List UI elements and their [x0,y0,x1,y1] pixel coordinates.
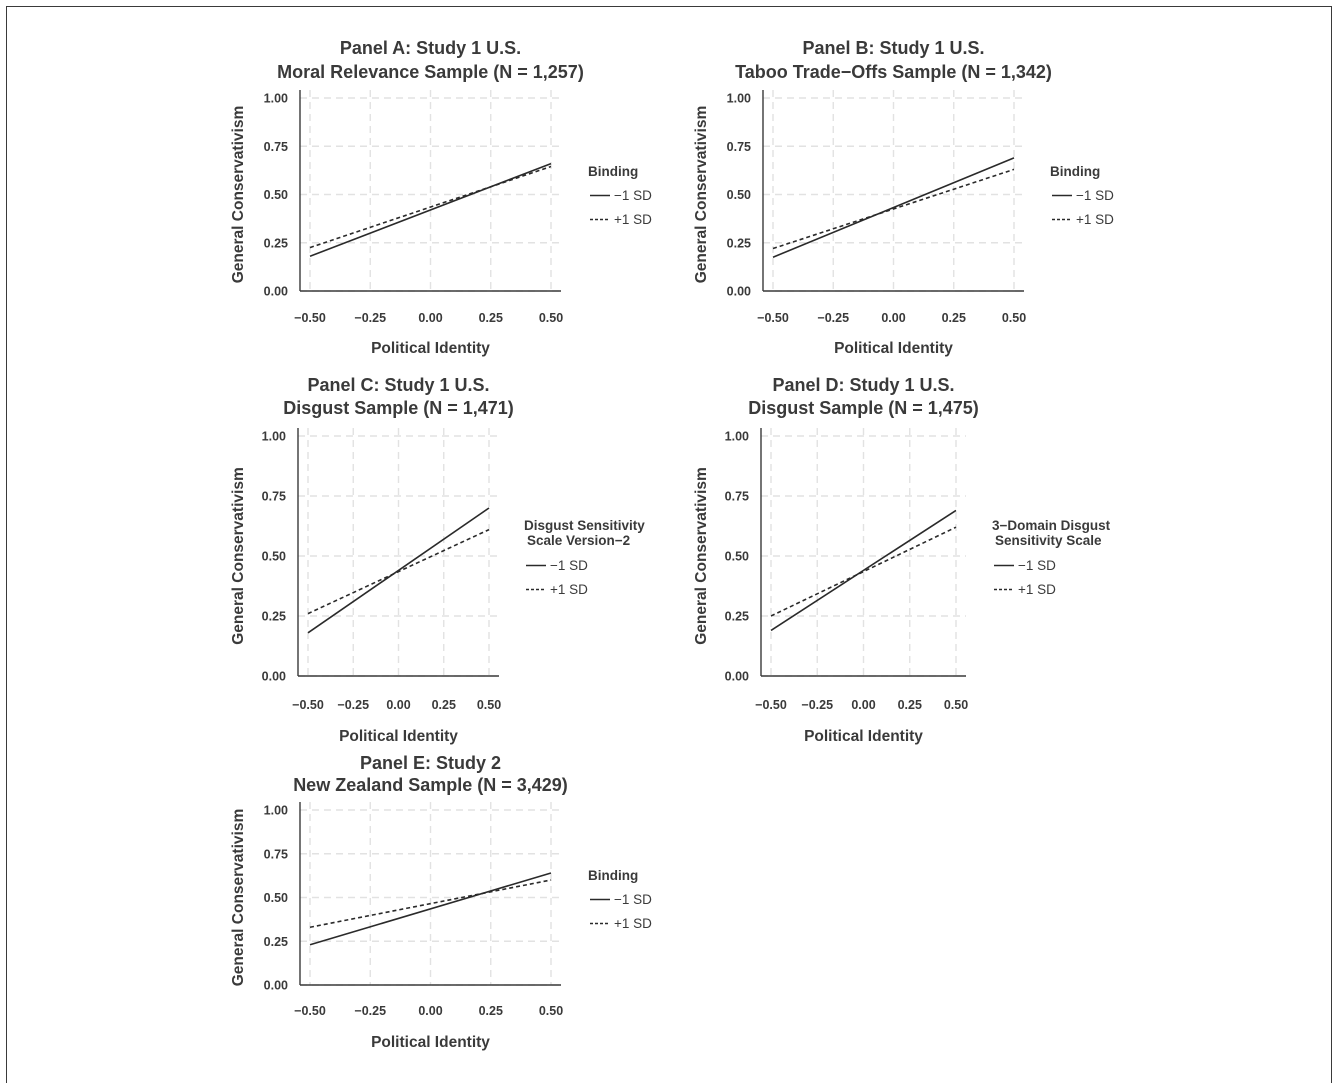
panel-a-legend-label: −1 SD [614,188,652,203]
panel-b-legend-label: +1 SD [1076,212,1114,227]
panel-c-subtitle: Disgust Sample (N = 1,471) [283,398,514,418]
panel-b-xtick-label: −0.50 [757,311,789,325]
panel-b-legend-title: Binding [1050,164,1100,179]
panel-a-series-minus-1sd-line [309,162,552,258]
panel-c-legend-title: Scale Version−2 [527,533,630,548]
panel-e-xtick-label: 0.00 [418,1004,442,1018]
panel-d-xtick-label: −0.25 [801,698,833,712]
panel-d-ytick-label: 0.25 [725,610,749,624]
panel-e-subtitle: New Zealand Sample (N = 3,429) [293,775,568,795]
panel-e-title: Panel E: Study 2 [360,753,501,773]
panel-e-xtick-label: 0.50 [539,1004,563,1018]
panel-c-xtick-label: 0.00 [386,698,410,712]
panel-b-xtick-label: 0.00 [881,311,905,325]
panel-d-series-minus-1sd-line [770,509,957,632]
panel-d-title: Panel D: Study 1 U.S. [772,375,954,395]
panel-c-ytick-label: 0.75 [262,490,286,504]
panel-b-subtitle: Taboo Trade−Offs Sample (N = 1,342) [735,62,1052,82]
panel-c-xtick-label: −0.50 [292,698,324,712]
panel-b-title: Panel B: Study 1 U.S. [802,38,984,58]
panel-e-ytick-label: 0.75 [264,847,288,861]
panel-e-ytick-label: 0.00 [264,979,288,993]
panel-d-xtick-label: −0.50 [755,698,787,712]
panel-b-ytick-label: 1.00 [727,92,751,106]
panel-b-ytick-label: 0.50 [727,188,751,202]
panel-d-subtitle: Disgust Sample (N = 1,475) [748,398,979,418]
panel-c-legend-title: Disgust Sensitivity [524,518,645,533]
panel-b-ytick-label: 0.00 [727,285,751,299]
panel-a-subtitle: Moral Relevance Sample (N = 1,257) [277,62,584,82]
panel-a-ytick-label: 0.75 [264,140,288,154]
panel-a-title: Panel A: Study 1 U.S. [340,38,521,58]
panel-e-series-minus-1sd-line [309,872,552,946]
panel-d-legend-title: Sensitivity Scale [995,533,1102,548]
panel-b-series-minus-1sd-line [772,157,1015,258]
panel-d-ytick-label: 0.00 [725,670,749,684]
panel-a-xtick-label: −0.25 [354,311,386,325]
panel-a-y-axis-label: General Conservativism [230,106,247,283]
panel-c-xtick-label: 0.25 [432,698,456,712]
panel-b-ytick-label: 0.25 [727,236,751,250]
panel-c-ytick-label: 0.25 [262,610,286,624]
panel-a-xtick-label: 0.25 [479,311,503,325]
panel-c-ytick-label: 0.00 [262,670,286,684]
panel-b-xtick-label: 0.25 [942,311,966,325]
panel-e-x-axis-label: Political Identity [371,1034,490,1051]
panel-e-xtick-label: 0.25 [479,1004,503,1018]
panel-e-xtick-label: −0.25 [354,1004,386,1018]
panel-d-series-plus-1sd-line [770,526,957,617]
panel-b-xtick-label: 0.50 [1002,311,1026,325]
panel-d-xtick-label: 0.50 [944,698,968,712]
panel-a-ytick-label: 0.00 [264,285,288,299]
panel-e-xtick-label: −0.50 [294,1004,326,1018]
panel-d-ytick-label: 0.75 [725,490,749,504]
panel-d-xtick-label: 0.25 [898,698,922,712]
panel-e-legend-title: Binding [588,868,638,883]
figure-frame [6,6,1332,1083]
panel-a-series-plus-1sd-line [309,165,552,249]
panel-a-x-axis-label: Political Identity [371,340,490,357]
panel-d-y-axis-label: General Conservativism [693,467,710,644]
panel-e-ytick-label: 1.00 [264,804,288,818]
panel-c-series-plus-1sd-line [307,528,490,615]
panel-b-y-axis-label: General Conservativism [693,106,710,283]
panel-c-x-axis-label: Political Identity [339,728,458,745]
panel-e-ytick-label: 0.25 [264,935,288,949]
panel-a-legend-label: +1 SD [614,212,652,227]
panel-e-legend-label: −1 SD [614,892,652,907]
panel-d-x-axis-label: Political Identity [804,728,923,745]
panel-e-legend-label: +1 SD [614,916,652,931]
panel-e-series-plus-1sd-line [309,879,552,929]
panel-a-ytick-label: 0.25 [264,236,288,250]
panel-d-ytick-label: 0.50 [725,550,749,564]
panel-c-xtick-label: 0.50 [477,698,501,712]
panel-d-legend-label: −1 SD [1018,558,1056,573]
panel-a-ytick-label: 0.50 [264,188,288,202]
panel-d-legend-title: 3−Domain Disgust [992,518,1111,533]
panel-d-legend-label: +1 SD [1018,582,1056,597]
panel-d-ytick-label: 1.00 [725,430,749,444]
panel-c-xtick-label: −0.25 [337,698,369,712]
panel-b-ytick-label: 0.75 [727,140,751,154]
panel-d-xtick-label: 0.00 [851,698,875,712]
panel-c-ytick-label: 1.00 [262,430,286,444]
panel-c-title: Panel C: Study 1 U.S. [307,375,489,395]
panel-e-y-axis-label: General Conservativism [230,809,247,986]
panel-c-y-axis-label: General Conservativism [230,467,247,644]
panel-b-x-axis-label: Political Identity [834,340,953,357]
panel-b-legend-label: −1 SD [1076,188,1114,203]
panel-a-xtick-label: −0.50 [294,311,326,325]
panel-a-xtick-label: 0.50 [539,311,563,325]
panel-a-xtick-label: 0.00 [418,311,442,325]
panel-c-legend-label: +1 SD [550,582,588,597]
panel-c-legend-label: −1 SD [550,558,588,573]
panel-b-xtick-label: −0.25 [817,311,849,325]
panel-a-ytick-label: 1.00 [264,92,288,106]
panel-a-legend-title: Binding [588,164,638,179]
panel-c-ytick-label: 0.50 [262,550,286,564]
panel-b-series-plus-1sd-line [772,168,1015,250]
panel-e-ytick-label: 0.50 [264,891,288,905]
panel-c-series-minus-1sd-line [307,507,490,634]
